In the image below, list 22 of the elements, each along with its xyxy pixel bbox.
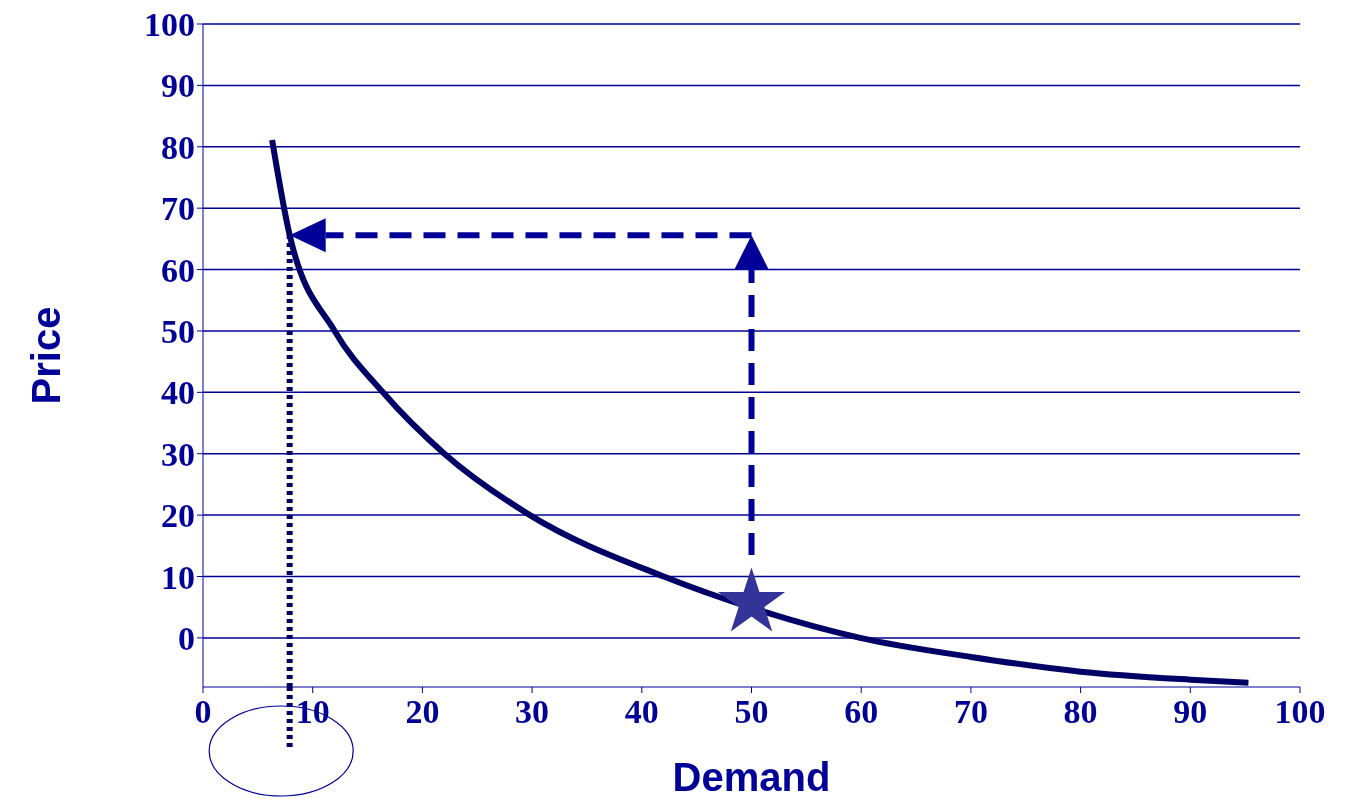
- y-tick-label: 20: [161, 497, 195, 535]
- y-tick-label: 70: [161, 190, 195, 228]
- x-tick-label: 60: [844, 693, 879, 731]
- x-tick-label: 40: [624, 693, 659, 731]
- x-tick-label: 100: [1274, 693, 1326, 731]
- x-tick-label: 20: [405, 693, 440, 731]
- y-tick-label: 60: [161, 251, 195, 289]
- y-axis-title: Price: [24, 306, 69, 405]
- y-tick-label: 0: [178, 619, 195, 657]
- x-tick-label: 50: [734, 693, 769, 731]
- x-axis-title: Demand: [672, 755, 831, 799]
- x-tick-label: 30: [515, 693, 550, 731]
- y-tick-label: 30: [161, 435, 195, 473]
- x-tick-label: 80: [1063, 693, 1098, 731]
- y-tick-label: 10: [161, 558, 195, 596]
- y-tick-label: 90: [161, 67, 195, 105]
- y-tick-label: 80: [161, 128, 195, 166]
- x-tick-label: 70: [953, 693, 988, 731]
- y-tick-label: 100: [144, 6, 195, 44]
- y-tick-label: 50: [161, 313, 195, 351]
- x-tick-label: 90: [1173, 693, 1208, 731]
- y-tick-label: 40: [161, 374, 195, 412]
